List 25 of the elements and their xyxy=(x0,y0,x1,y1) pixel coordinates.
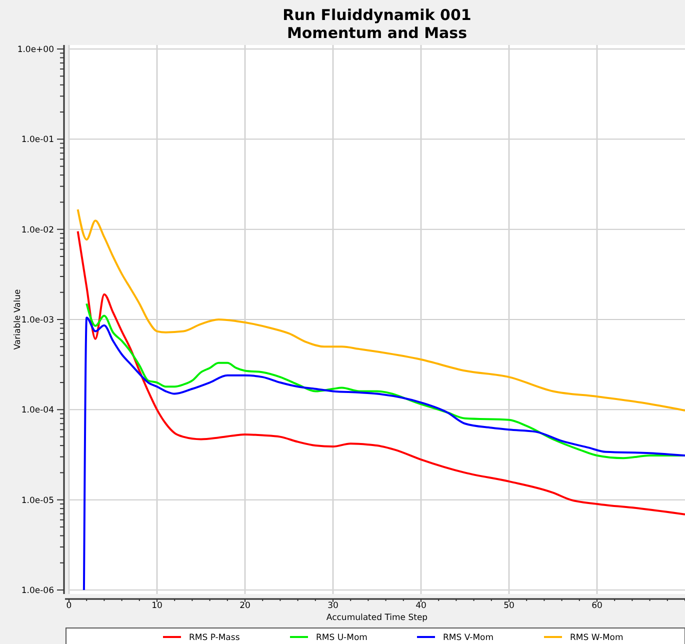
legend-label: RMS W-Mom xyxy=(570,633,624,643)
chart-title: Run Fluiddynamik 001 xyxy=(282,6,472,24)
y-tick-label: 1.0e-04 xyxy=(21,406,54,416)
x-tick-label: 60 xyxy=(592,601,602,611)
y-tick-label: 1.0e+00 xyxy=(17,44,54,55)
line-series xyxy=(76,230,685,516)
x-tick-label: 10 xyxy=(152,601,162,611)
line-series xyxy=(82,316,685,591)
x-tick-label: 40 xyxy=(416,601,426,611)
x-tick-label: 0 xyxy=(66,601,72,611)
legend-label: RMS V-Mom xyxy=(443,633,494,643)
y-tick-label: 1.0e-06 xyxy=(21,586,54,596)
line-series xyxy=(76,208,685,412)
x-tick-label: 20 xyxy=(240,601,250,611)
x-axis-title: Accumulated Time Step xyxy=(326,613,428,623)
y-tick-label: 1.0e-05 xyxy=(21,496,54,506)
legend-label: RMS U-Mom xyxy=(316,633,368,643)
legend-label: RMS P-Mass xyxy=(189,633,240,643)
y-tick-label: 1.0e-02 xyxy=(21,225,54,236)
x-tick-label: 30 xyxy=(328,601,338,611)
x-tick-label: 50 xyxy=(504,601,514,611)
y-tick-label: 1.0e-01 xyxy=(21,135,54,146)
chart-subtitle: Momentum and Mass xyxy=(286,24,468,42)
y-axis-title: Variable Value xyxy=(13,289,23,350)
y-tick-label: 1.0e-03 xyxy=(21,315,54,326)
